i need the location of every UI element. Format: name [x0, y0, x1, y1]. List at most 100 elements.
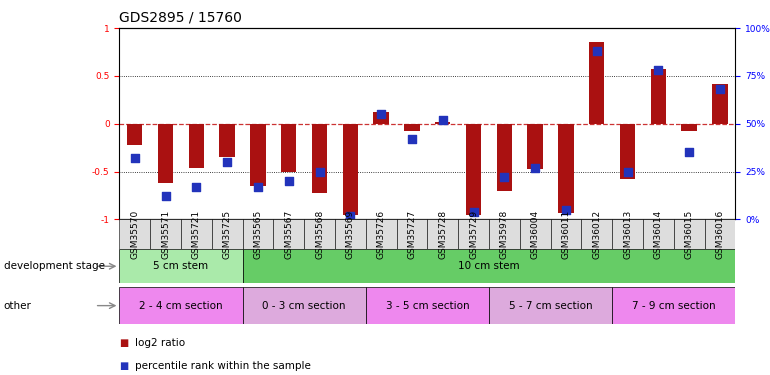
- Bar: [181, 219, 212, 249]
- Bar: [127, 124, 142, 145]
- Text: GSM35978: GSM35978: [500, 210, 509, 259]
- Bar: [212, 219, 243, 249]
- Point: [591, 48, 603, 54]
- Text: GSM35729: GSM35729: [469, 210, 478, 259]
- Point: [252, 184, 264, 190]
- Text: GSM35571: GSM35571: [161, 210, 170, 259]
- Point: [560, 207, 572, 213]
- Bar: [119, 249, 243, 283]
- Text: GSM35726: GSM35726: [377, 210, 386, 259]
- Bar: [366, 287, 489, 324]
- Bar: [620, 124, 635, 179]
- Bar: [466, 124, 481, 214]
- Text: GSM36011: GSM36011: [561, 210, 571, 259]
- Point: [467, 209, 480, 215]
- Bar: [243, 249, 735, 283]
- Bar: [681, 124, 697, 131]
- Bar: [335, 219, 366, 249]
- Text: GSM35727: GSM35727: [407, 210, 417, 259]
- Bar: [612, 219, 643, 249]
- Bar: [651, 69, 666, 124]
- Bar: [243, 287, 366, 324]
- Bar: [705, 219, 735, 249]
- Point: [190, 184, 203, 190]
- Text: 7 - 9 cm section: 7 - 9 cm section: [632, 301, 715, 310]
- Point: [529, 165, 541, 171]
- Text: GSM36014: GSM36014: [654, 210, 663, 259]
- Text: 0 - 3 cm section: 0 - 3 cm section: [263, 301, 346, 310]
- Bar: [243, 219, 273, 249]
- Bar: [150, 219, 181, 249]
- Point: [344, 213, 357, 219]
- Text: 3 - 5 cm section: 3 - 5 cm section: [386, 301, 469, 310]
- Bar: [712, 84, 728, 124]
- Point: [283, 178, 295, 184]
- Bar: [281, 124, 296, 172]
- Bar: [497, 124, 512, 190]
- Text: GSM36016: GSM36016: [715, 210, 725, 259]
- Text: GSM36013: GSM36013: [623, 210, 632, 259]
- Text: GSM36015: GSM36015: [685, 210, 694, 259]
- Bar: [427, 219, 458, 249]
- Bar: [397, 219, 427, 249]
- Point: [683, 149, 695, 155]
- Bar: [612, 287, 735, 324]
- Text: GSM35728: GSM35728: [438, 210, 447, 259]
- Text: GSM35721: GSM35721: [192, 210, 201, 259]
- Text: GSM36012: GSM36012: [592, 210, 601, 259]
- Text: ■: ■: [119, 338, 129, 348]
- Bar: [119, 287, 243, 324]
- Bar: [458, 219, 489, 249]
- Text: 2 - 4 cm section: 2 - 4 cm section: [139, 301, 223, 310]
- Point: [714, 86, 726, 92]
- Text: 5 - 7 cm section: 5 - 7 cm section: [509, 301, 592, 310]
- Point: [129, 155, 141, 161]
- Bar: [158, 124, 173, 183]
- Bar: [520, 219, 551, 249]
- Bar: [404, 124, 420, 131]
- Bar: [489, 219, 520, 249]
- Point: [437, 117, 449, 123]
- Text: other: other: [4, 301, 32, 310]
- Bar: [189, 124, 204, 168]
- Point: [221, 159, 233, 165]
- Text: 10 cm stem: 10 cm stem: [458, 261, 520, 271]
- Text: development stage: development stage: [4, 261, 105, 271]
- Bar: [373, 112, 389, 124]
- Text: log2 ratio: log2 ratio: [135, 338, 185, 348]
- Text: GDS2895 / 15760: GDS2895 / 15760: [119, 10, 243, 24]
- Bar: [119, 219, 150, 249]
- Text: GSM35569: GSM35569: [346, 210, 355, 259]
- Bar: [581, 219, 612, 249]
- Point: [159, 194, 172, 200]
- Bar: [366, 219, 397, 249]
- Bar: [273, 219, 304, 249]
- Bar: [489, 287, 612, 324]
- Text: GSM35568: GSM35568: [315, 210, 324, 259]
- Point: [498, 174, 511, 180]
- Text: GSM35567: GSM35567: [284, 210, 293, 259]
- Text: GSM35565: GSM35565: [253, 210, 263, 259]
- Bar: [250, 124, 266, 186]
- Point: [406, 136, 418, 142]
- Bar: [312, 124, 327, 193]
- Text: ■: ■: [119, 361, 129, 370]
- Bar: [551, 219, 581, 249]
- Bar: [674, 219, 705, 249]
- Text: 5 cm stem: 5 cm stem: [153, 261, 209, 271]
- Point: [621, 169, 634, 175]
- Text: percentile rank within the sample: percentile rank within the sample: [135, 361, 310, 370]
- Bar: [589, 42, 604, 124]
- Bar: [304, 219, 335, 249]
- Text: GSM35725: GSM35725: [223, 210, 232, 259]
- Bar: [219, 124, 235, 157]
- Bar: [435, 122, 450, 124]
- Text: GSM36004: GSM36004: [531, 210, 540, 259]
- Point: [313, 169, 326, 175]
- Bar: [343, 124, 358, 214]
- Bar: [558, 124, 574, 213]
- Bar: [527, 124, 543, 169]
- Text: GSM35570: GSM35570: [130, 210, 139, 259]
- Bar: [643, 219, 674, 249]
- Point: [375, 111, 387, 117]
